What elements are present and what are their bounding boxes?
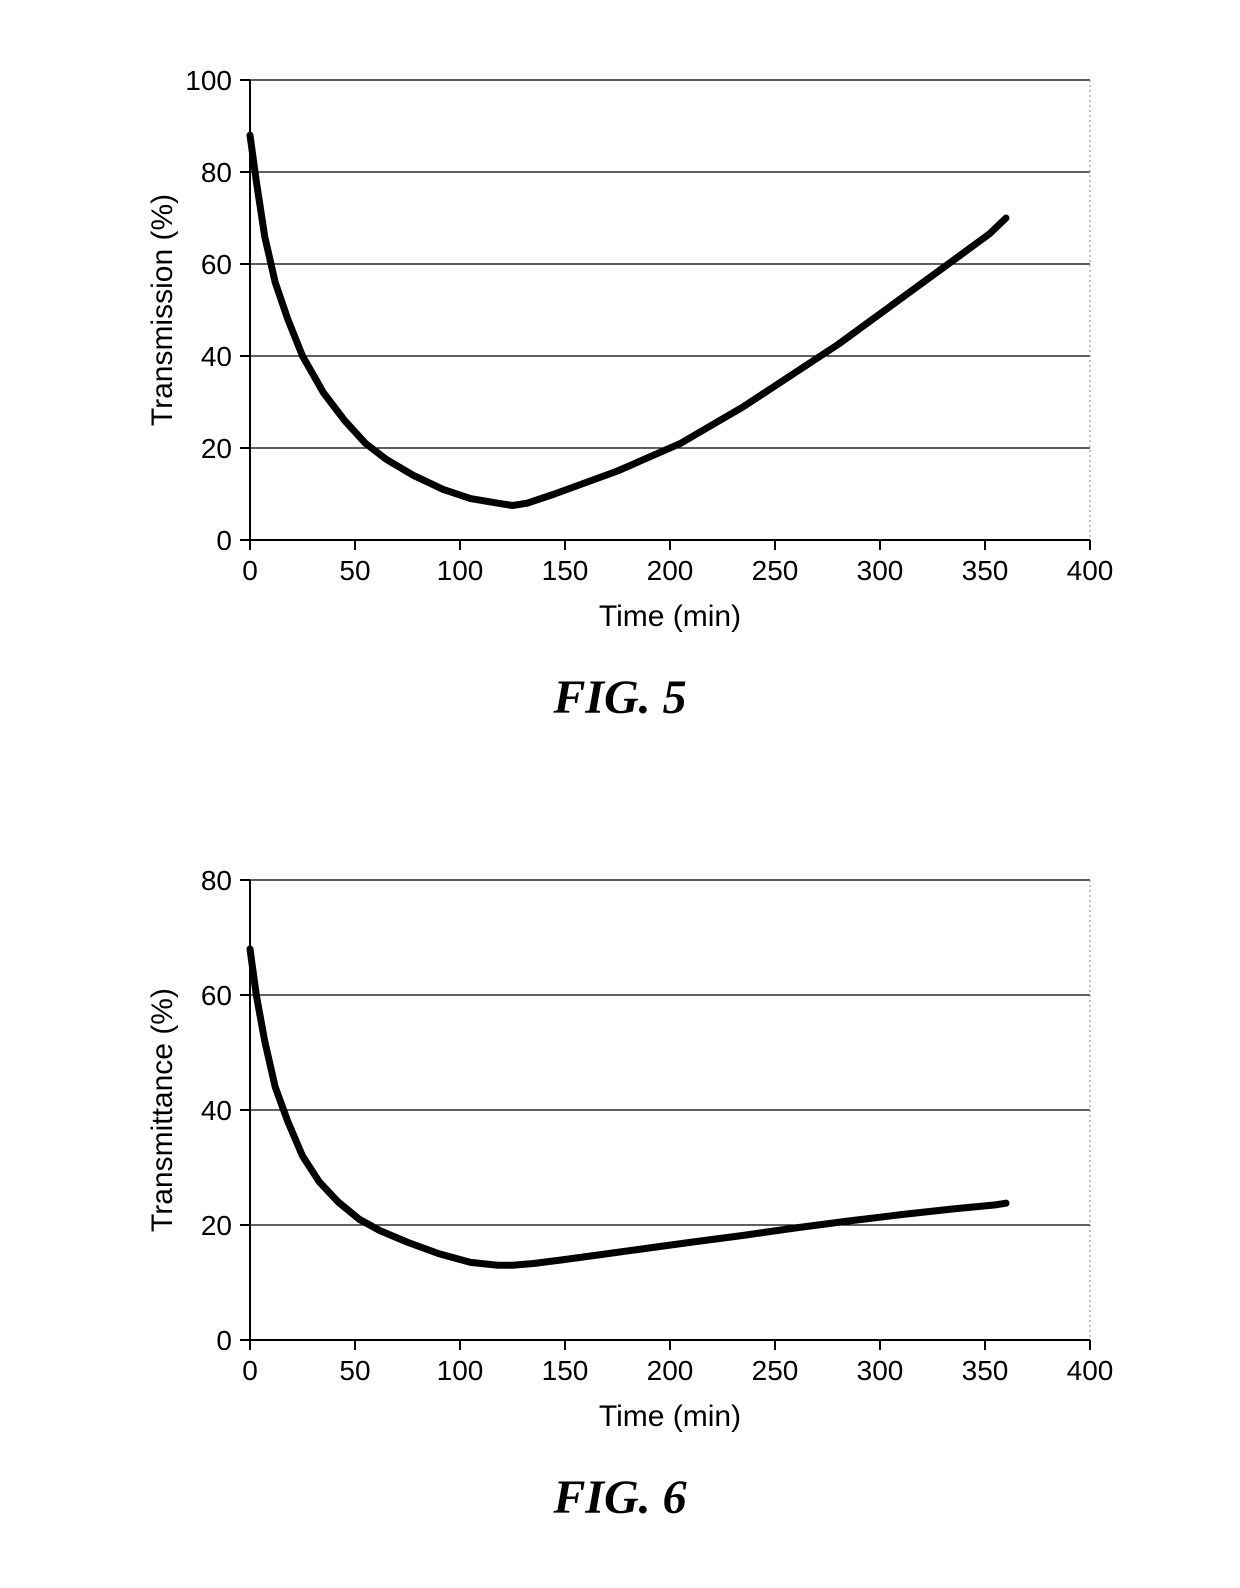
figure-6-caption: FIG. 6 bbox=[0, 1470, 1240, 1525]
svg-text:250: 250 bbox=[752, 555, 799, 586]
svg-text:150: 150 bbox=[542, 1355, 589, 1386]
svg-text:80: 80 bbox=[201, 157, 232, 188]
svg-text:100: 100 bbox=[185, 65, 232, 96]
figure-6-block: 0 50 100 150 200 250 300 350 400 0 20 40 60 80 Time (m… bbox=[0, 840, 1240, 1525]
svg-text:40: 40 bbox=[201, 1095, 232, 1126]
svg-text:100: 100 bbox=[437, 1355, 484, 1386]
svg-text:60: 60 bbox=[201, 249, 232, 280]
svg-text:400: 400 bbox=[1067, 1355, 1114, 1386]
svg-text:0: 0 bbox=[216, 1325, 232, 1356]
page: 050100150200250300350400020406080100Time… bbox=[0, 0, 1240, 1588]
svg-text:150: 150 bbox=[542, 555, 589, 586]
svg-text:200: 200 bbox=[647, 555, 694, 586]
svg-text:350: 350 bbox=[962, 1355, 1009, 1386]
svg-text:400: 400 bbox=[1067, 555, 1114, 586]
svg-text:80: 80 bbox=[201, 865, 232, 896]
svg-text:Transmittance (%): Transmittance (%) bbox=[146, 988, 179, 1232]
svg-text:300: 300 bbox=[857, 555, 904, 586]
svg-text:50: 50 bbox=[339, 1355, 370, 1386]
svg-text:20: 20 bbox=[201, 433, 232, 464]
svg-text:350: 350 bbox=[962, 555, 1009, 586]
figure-6-chart: 0 50 100 150 200 250 300 350 400 0 20 40 60 80 Time (m… bbox=[70, 840, 1170, 1460]
figure-5-caption: FIG. 5 bbox=[0, 670, 1240, 725]
svg-text:0: 0 bbox=[216, 525, 232, 556]
svg-text:250: 250 bbox=[752, 1355, 799, 1386]
svg-text:50: 50 bbox=[339, 555, 370, 586]
figure-5-block: 0 50 100 150 200 250 300 350 400 0 20 40 60 80 100 Time… bbox=[0, 40, 1240, 725]
svg-text:200: 200 bbox=[647, 1355, 694, 1386]
figure-5-chart: 0 50 100 150 200 250 300 350 400 0 20 40 60 80 100 Time… bbox=[70, 40, 1170, 660]
svg-text:100: 100 bbox=[437, 555, 484, 586]
svg-text:Time (min): Time (min) bbox=[599, 600, 741, 633]
svg-text:Time (min): Time (min) bbox=[599, 1400, 741, 1433]
svg-text:0: 0 bbox=[242, 555, 258, 586]
svg-text:300: 300 bbox=[857, 1355, 904, 1386]
svg-text:0: 0 bbox=[242, 1355, 258, 1386]
svg-text:Transmission (%): Transmission (%) bbox=[146, 194, 179, 426]
svg-text:40: 40 bbox=[201, 341, 232, 372]
svg-text:20: 20 bbox=[201, 1210, 232, 1241]
svg-text:60: 60 bbox=[201, 980, 232, 1011]
